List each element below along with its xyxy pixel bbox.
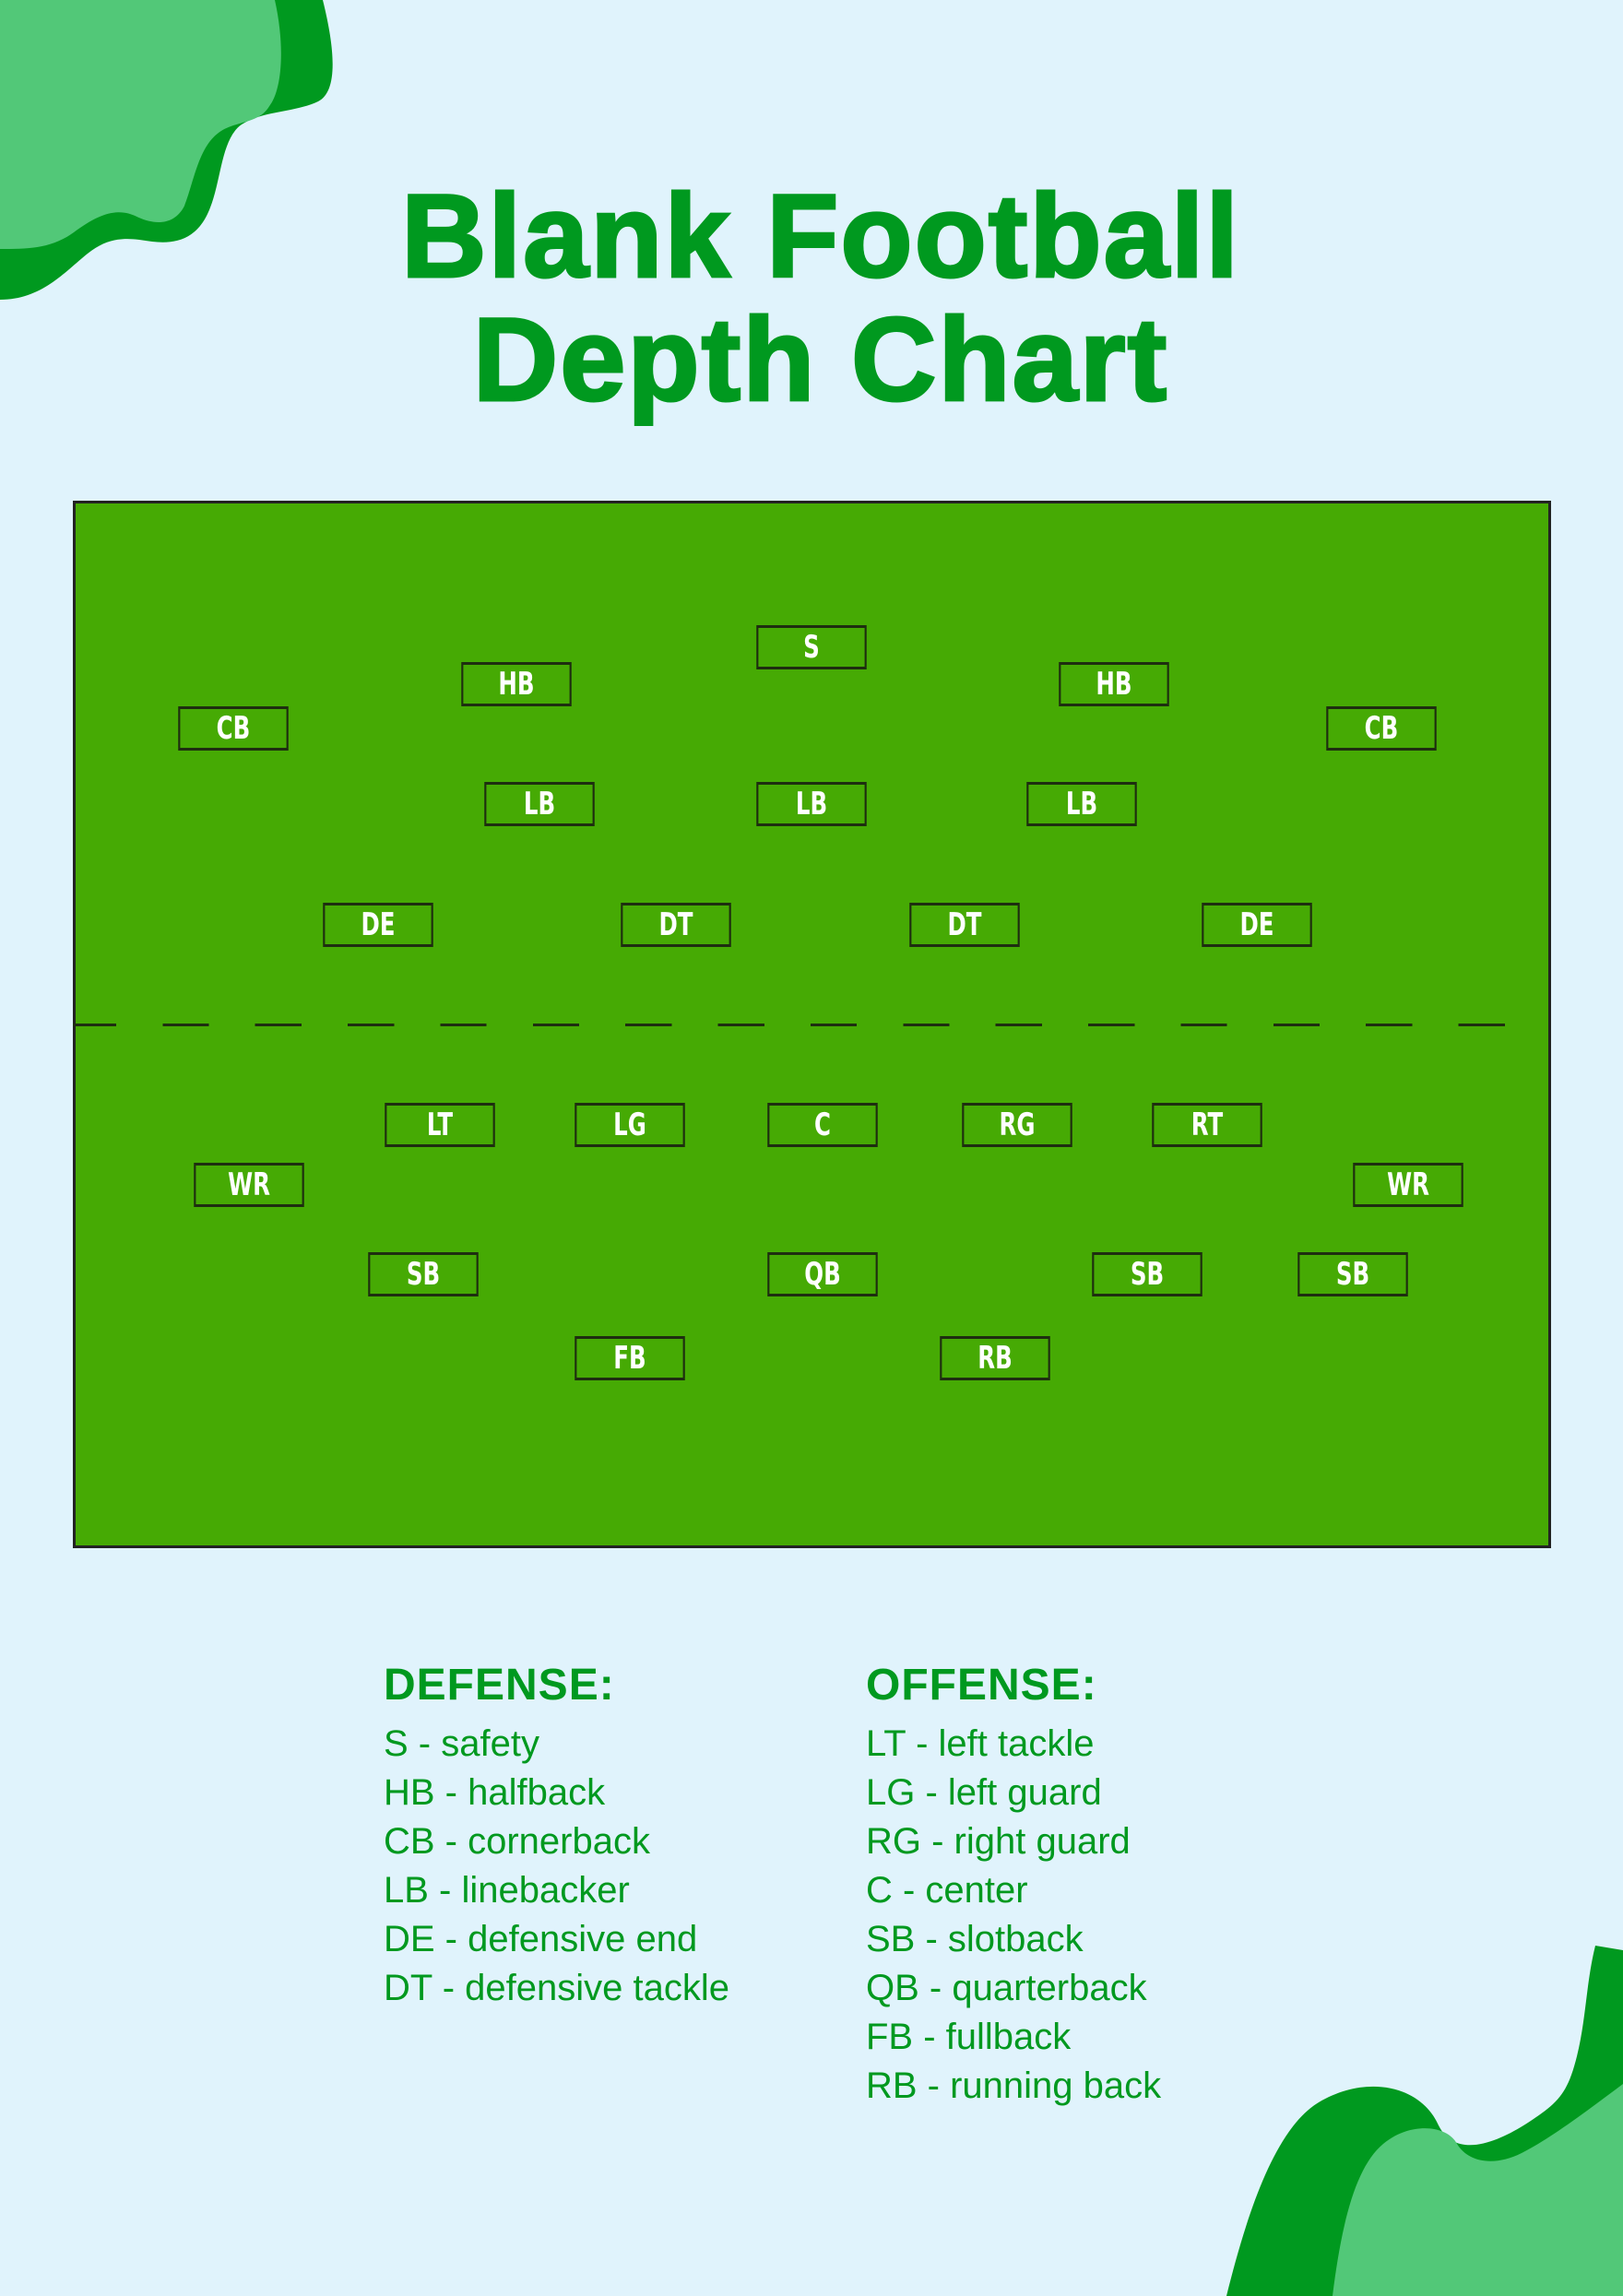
position-label: S (803, 629, 820, 666)
position-label: C (814, 1107, 831, 1143)
legend-defense-heading: DEFENSE: (384, 1661, 615, 1710)
decorative-blob-top-left (0, 0, 333, 300)
position-label: SB (1130, 1256, 1165, 1293)
position-label: WR (228, 1166, 270, 1203)
legend-item: HB - halfback (384, 1772, 606, 1813)
title-line-2: Depth Chart (471, 294, 1169, 426)
position-box-lb-left[interactable]: LB (484, 782, 595, 826)
legend-defense: DEFENSE: S - safety HB - halfback CB - c… (384, 1660, 729, 2013)
position-label: QB (804, 1256, 841, 1293)
position-box-cb-right[interactable]: CB (1326, 706, 1437, 751)
position-box-rb[interactable]: RB (940, 1336, 1050, 1380)
position-label: RB (977, 1340, 1013, 1377)
legend-item: LB - linebacker (384, 1870, 630, 1911)
position-box-de-left[interactable]: DE (323, 903, 433, 947)
position-label: RT (1191, 1107, 1224, 1143)
legend-item: RB - running back (866, 2065, 1162, 2106)
position-box-dt-left[interactable]: DT (621, 903, 731, 947)
legend-item: LT - left tackle (866, 1723, 1095, 1764)
legend-item: RG - right guard (866, 1821, 1131, 1862)
position-label: CB (1364, 710, 1399, 747)
position-label: DE (1239, 906, 1274, 943)
page-title: Blank Football Depth Chart (0, 171, 1623, 426)
position-box-lb-middle[interactable]: LB (756, 782, 867, 826)
position-box-dt-right[interactable]: DT (909, 903, 1020, 947)
position-label: LB (523, 786, 556, 823)
legend-item: QB - quarterback (866, 1968, 1147, 2008)
position-label: HB (498, 666, 535, 703)
legend-item: C - center (866, 1870, 1028, 1911)
position-label: DT (658, 906, 693, 943)
position-box-hb-right[interactable]: HB (1059, 662, 1169, 706)
position-label: LB (795, 786, 828, 823)
position-box-sb-far-right[interactable]: SB (1297, 1252, 1408, 1296)
position-box-wr-left[interactable]: WR (194, 1163, 304, 1207)
position-label: SB (406, 1256, 441, 1293)
legend-item: CB - cornerback (384, 1821, 650, 1862)
legend-item: DE - defensive end (384, 1919, 698, 1959)
position-label: LB (1065, 786, 1098, 823)
position-box-fb[interactable]: FB (575, 1336, 685, 1380)
position-label: FB (613, 1340, 646, 1377)
position-box-sb-left[interactable]: SB (368, 1252, 479, 1296)
legend-item: S - safety (384, 1723, 539, 1764)
position-box-rg[interactable]: RG (962, 1103, 1072, 1147)
position-label: LT (426, 1107, 454, 1143)
position-label: DT (947, 906, 982, 943)
position-box-lb-right[interactable]: LB (1026, 782, 1137, 826)
legend-offense: OFFENSE: LT - left tackle LG - left guar… (866, 1660, 1161, 2111)
legend-item: LG - left guard (866, 1772, 1102, 1813)
position-box-qb[interactable]: QB (767, 1252, 878, 1296)
legend-item: SB - slotback (866, 1919, 1084, 1959)
position-label: CB (216, 710, 251, 747)
legend-item: FB - fullback (866, 2017, 1072, 2057)
position-label: LG (613, 1107, 646, 1143)
legend-offense-heading: OFFENSE: (866, 1661, 1097, 1710)
title-line-1: Blank Football (400, 171, 1240, 302)
position-box-hb-left[interactable]: HB (461, 662, 572, 706)
position-box-rt[interactable]: RT (1152, 1103, 1262, 1147)
position-box-de-right[interactable]: DE (1202, 903, 1312, 947)
position-box-s[interactable]: S (756, 625, 867, 669)
decorative-blob-bottom-right (1226, 1946, 1623, 2296)
position-box-wr-right[interactable]: WR (1353, 1163, 1463, 1207)
position-box-lt[interactable]: LT (385, 1103, 495, 1147)
position-label: DE (361, 906, 396, 943)
position-label: SB (1335, 1256, 1370, 1293)
position-label: RG (999, 1107, 1036, 1143)
position-box-cb-left[interactable]: CB (178, 706, 289, 751)
line-of-scrimmage (73, 1024, 1551, 1026)
position-box-lg[interactable]: LG (575, 1103, 685, 1147)
legend-item: DT - defensive tackle (384, 1968, 729, 2008)
position-box-sb-right[interactable]: SB (1092, 1252, 1202, 1296)
position-label: HB (1096, 666, 1132, 703)
position-label: WR (1387, 1166, 1429, 1203)
position-box-c[interactable]: C (767, 1103, 878, 1147)
